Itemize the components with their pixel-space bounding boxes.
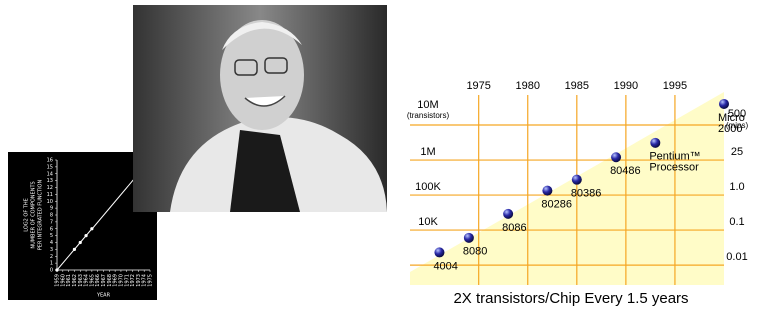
x-tick-label: 1995 (663, 80, 687, 92)
y-tick-label: 15 (47, 164, 53, 170)
y-tick-label: 1 (50, 261, 53, 267)
caption: 2X transistors/Chip Every 1.5 years (453, 290, 688, 307)
y-tick-label: 16 (47, 158, 53, 164)
photo (133, 5, 387, 212)
data-point (611, 152, 621, 162)
x-tick-label: 1980 (516, 80, 540, 92)
x-axis-label: YEAR (96, 293, 111, 299)
y-axis-label: NUMBER OF COMPONENTS (31, 181, 37, 248)
y-tick-label: 1M (420, 146, 435, 158)
data-point (719, 99, 729, 109)
y2-label: 1.0 (729, 181, 744, 193)
y-tick-label: 6 (50, 226, 53, 232)
point-label: 80486 (610, 165, 641, 177)
data-point (79, 241, 82, 244)
y-tick-label: 2 (50, 254, 53, 260)
y-tick-label: 100K (415, 181, 441, 193)
y2-label: 25 (731, 146, 743, 158)
x-tick-label: 1990 (614, 80, 638, 92)
data-point (90, 227, 93, 230)
trend-area (410, 92, 724, 285)
y2-label: 0.01 (726, 251, 747, 263)
point-label: 8086 (502, 222, 526, 234)
data-point (73, 248, 76, 251)
y2-label: 0.1 (729, 216, 744, 228)
y-tick-label: 3 (50, 247, 53, 253)
point-label: 8080 (463, 246, 487, 258)
point-label: 2000 (718, 123, 742, 135)
point-label: 80286 (541, 199, 572, 211)
y-tick-label: 8 (50, 213, 53, 219)
y-tick-label: 9 (50, 206, 53, 212)
y-axis-label: LOG2 OF THE (24, 198, 30, 232)
y-tick-label: 10 (47, 199, 53, 205)
y-tick-label: 10M (417, 99, 438, 111)
data-point (503, 209, 513, 219)
y-tick-label: 12 (47, 185, 53, 191)
y-axis-label: PER INTEGRATED FUNCTION (38, 180, 44, 251)
x-tick-label: 1985 (565, 80, 589, 92)
point-label: 4004 (433, 260, 457, 272)
slide: 0123456789101112131415161959196019611962… (0, 0, 758, 309)
y-tick-label: 7 (50, 219, 53, 225)
y-tick-label: 11 (47, 192, 53, 198)
x-tick-label: 1975 (148, 274, 154, 287)
point-label: 80386 (571, 188, 602, 200)
y-tick-label: 5 (50, 233, 53, 239)
data-point (84, 234, 87, 237)
data-point (55, 268, 58, 271)
data-point (572, 175, 582, 185)
data-point (542, 186, 552, 196)
y-tick-label: 13 (47, 178, 53, 184)
data-point (650, 138, 660, 148)
moore-chart: 1975 1980 1985 1990 1995 10M(transistors) 1M 10… (407, 80, 749, 307)
data-point (464, 233, 474, 243)
point-label: Processor (649, 162, 699, 174)
data-point (434, 247, 444, 257)
y-tick-label: 0 (50, 268, 53, 274)
y-tick-label: 4 (50, 240, 53, 246)
y-tick-label: 10K (418, 216, 438, 228)
y-tick-label: 14 (47, 171, 53, 177)
y-axis-label: (transistors) (407, 111, 450, 120)
x-tick-label: 1975 (466, 80, 490, 92)
